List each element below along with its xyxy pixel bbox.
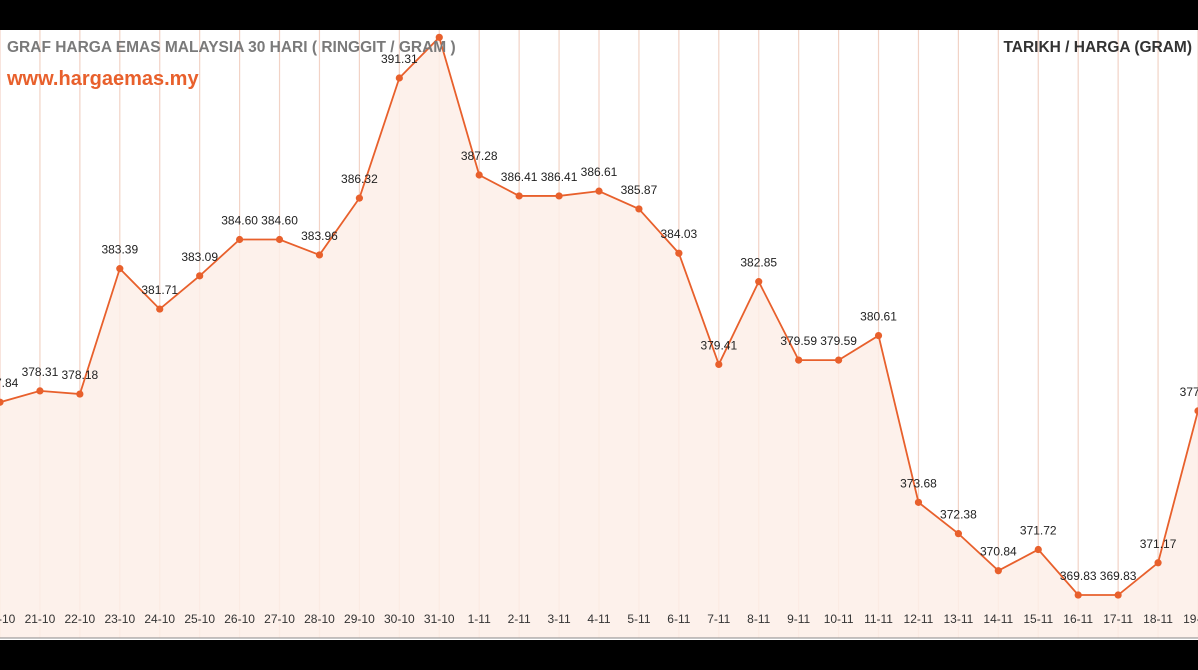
data-label: 381.71 [141, 283, 178, 297]
data-label: 369.83 [1060, 569, 1097, 583]
data-point [315, 251, 324, 259]
data-label: 383.96 [301, 229, 338, 243]
data-point [156, 305, 164, 313]
legend-label: TARIKH / HARGA (GRAM) [1003, 39, 1192, 56]
data-point [435, 33, 443, 41]
data-label: 371.72 [1020, 524, 1057, 538]
data-label: 385.87 [621, 183, 658, 197]
data-label: 391.31 [381, 52, 418, 66]
x-tick-label: 24-10 [144, 612, 175, 626]
data-point [994, 567, 1002, 575]
data-point [1034, 545, 1042, 554]
data-label: 378.18 [62, 368, 99, 382]
data-label: 379.59 [780, 334, 817, 348]
x-tick-label: 3-11 [547, 612, 570, 626]
chart-frame: 377.84 20-10 378.31 21-10 378.18 22-10 383.39 2… [0, 30, 1198, 640]
data-point [635, 205, 643, 213]
x-tick-label: 4-11 [587, 612, 610, 626]
data-label: 386.32 [341, 172, 378, 186]
data-label: 386.41 [541, 170, 578, 184]
data-label: 371.17 [1140, 537, 1177, 551]
x-tick-label: 30-10 [384, 612, 415, 626]
x-tick-label: 12-11 [904, 612, 934, 626]
data-label: 377.48 [1180, 385, 1198, 399]
data-point [954, 530, 963, 538]
data-label: 383.39 [101, 243, 138, 257]
x-tick-label: 5-11 [627, 612, 650, 626]
data-point [795, 356, 803, 364]
data-point [355, 194, 363, 202]
x-tick-label: 28-10 [304, 612, 335, 626]
x-tick-label: 6-11 [667, 612, 690, 626]
data-point [1154, 559, 1162, 567]
data-label: 382.85 [740, 256, 777, 270]
x-tick-label: 15-11 [1023, 612, 1053, 626]
data-label: 369.83 [1100, 569, 1137, 583]
data-label: 380.61 [860, 310, 897, 324]
x-tick-label: 29-10 [344, 612, 375, 626]
data-label: 387.28 [461, 149, 498, 163]
data-label: 379.41 [700, 338, 737, 352]
data-point [475, 171, 483, 179]
x-tick-label: 16-11 [1063, 612, 1093, 626]
data-label: 378.31 [22, 365, 59, 379]
data-point [835, 356, 843, 364]
x-tick-label: 2-11 [508, 612, 531, 626]
data-point [0, 398, 4, 406]
data-point [275, 235, 284, 244]
x-tick-label: 13-11 [943, 612, 973, 626]
data-point [1194, 407, 1198, 415]
data-label: 386.41 [501, 170, 538, 184]
x-tick-label: 19-11 [1183, 612, 1198, 626]
data-point [675, 249, 683, 257]
data-label: 379.59 [820, 334, 857, 348]
data-label: 377.84 [0, 376, 19, 390]
x-tick-label: 9-11 [787, 612, 810, 626]
x-tick-label: 10-11 [824, 612, 854, 626]
x-tick-label: 27-10 [264, 612, 295, 626]
area-fill [0, 37, 1198, 638]
data-point [715, 360, 723, 369]
x-tick-label: 11-11 [864, 612, 893, 626]
data-label: 386.61 [581, 165, 618, 179]
x-tick-label: 1-11 [468, 612, 491, 626]
data-point [914, 498, 923, 506]
chart-title: GRAF HARGA EMAS MALAYSIA 30 HARI ( RINGG… [7, 39, 456, 56]
data-point [36, 387, 44, 395]
x-tick-label: 22-10 [65, 612, 96, 626]
data-point [755, 278, 763, 286]
data-point [595, 187, 603, 195]
data-point [76, 390, 84, 398]
data-label: 383.09 [181, 250, 218, 264]
x-tick-label: 8-11 [747, 612, 770, 626]
data-point [1074, 591, 1082, 599]
x-tick-label: 14-11 [983, 612, 1013, 626]
data-label: 384.03 [661, 227, 698, 241]
x-tick-label: 7-11 [707, 612, 730, 626]
x-tick-label: 25-10 [184, 612, 215, 626]
data-point [116, 265, 124, 273]
price-chart: 377.84 20-10 378.31 21-10 378.18 22-10 383.39 2… [0, 30, 1198, 639]
data-label: 370.84 [980, 545, 1017, 559]
x-tick-label: 26-10 [224, 612, 255, 626]
data-point [236, 235, 244, 244]
data-label: 372.38 [940, 508, 977, 522]
data-point [555, 192, 563, 200]
data-label: 384.60 [261, 214, 298, 228]
site-url-link[interactable]: www.hargaemas.my [7, 68, 199, 90]
data-label: 384.60 [221, 214, 258, 228]
x-tick-label: 20-10 [0, 612, 16, 626]
data-point [515, 192, 523, 200]
data-point [1114, 591, 1122, 599]
x-tick-label: 21-10 [25, 612, 56, 626]
x-tick-label: 17-11 [1103, 612, 1133, 626]
x-tick-label: 23-10 [104, 612, 135, 626]
data-point [874, 331, 883, 340]
x-tick-label: 31-10 [424, 612, 455, 626]
data-point [196, 272, 204, 280]
data-point [395, 74, 403, 82]
data-label: 373.68 [900, 476, 937, 490]
x-tick-label: 18-11 [1143, 612, 1173, 626]
